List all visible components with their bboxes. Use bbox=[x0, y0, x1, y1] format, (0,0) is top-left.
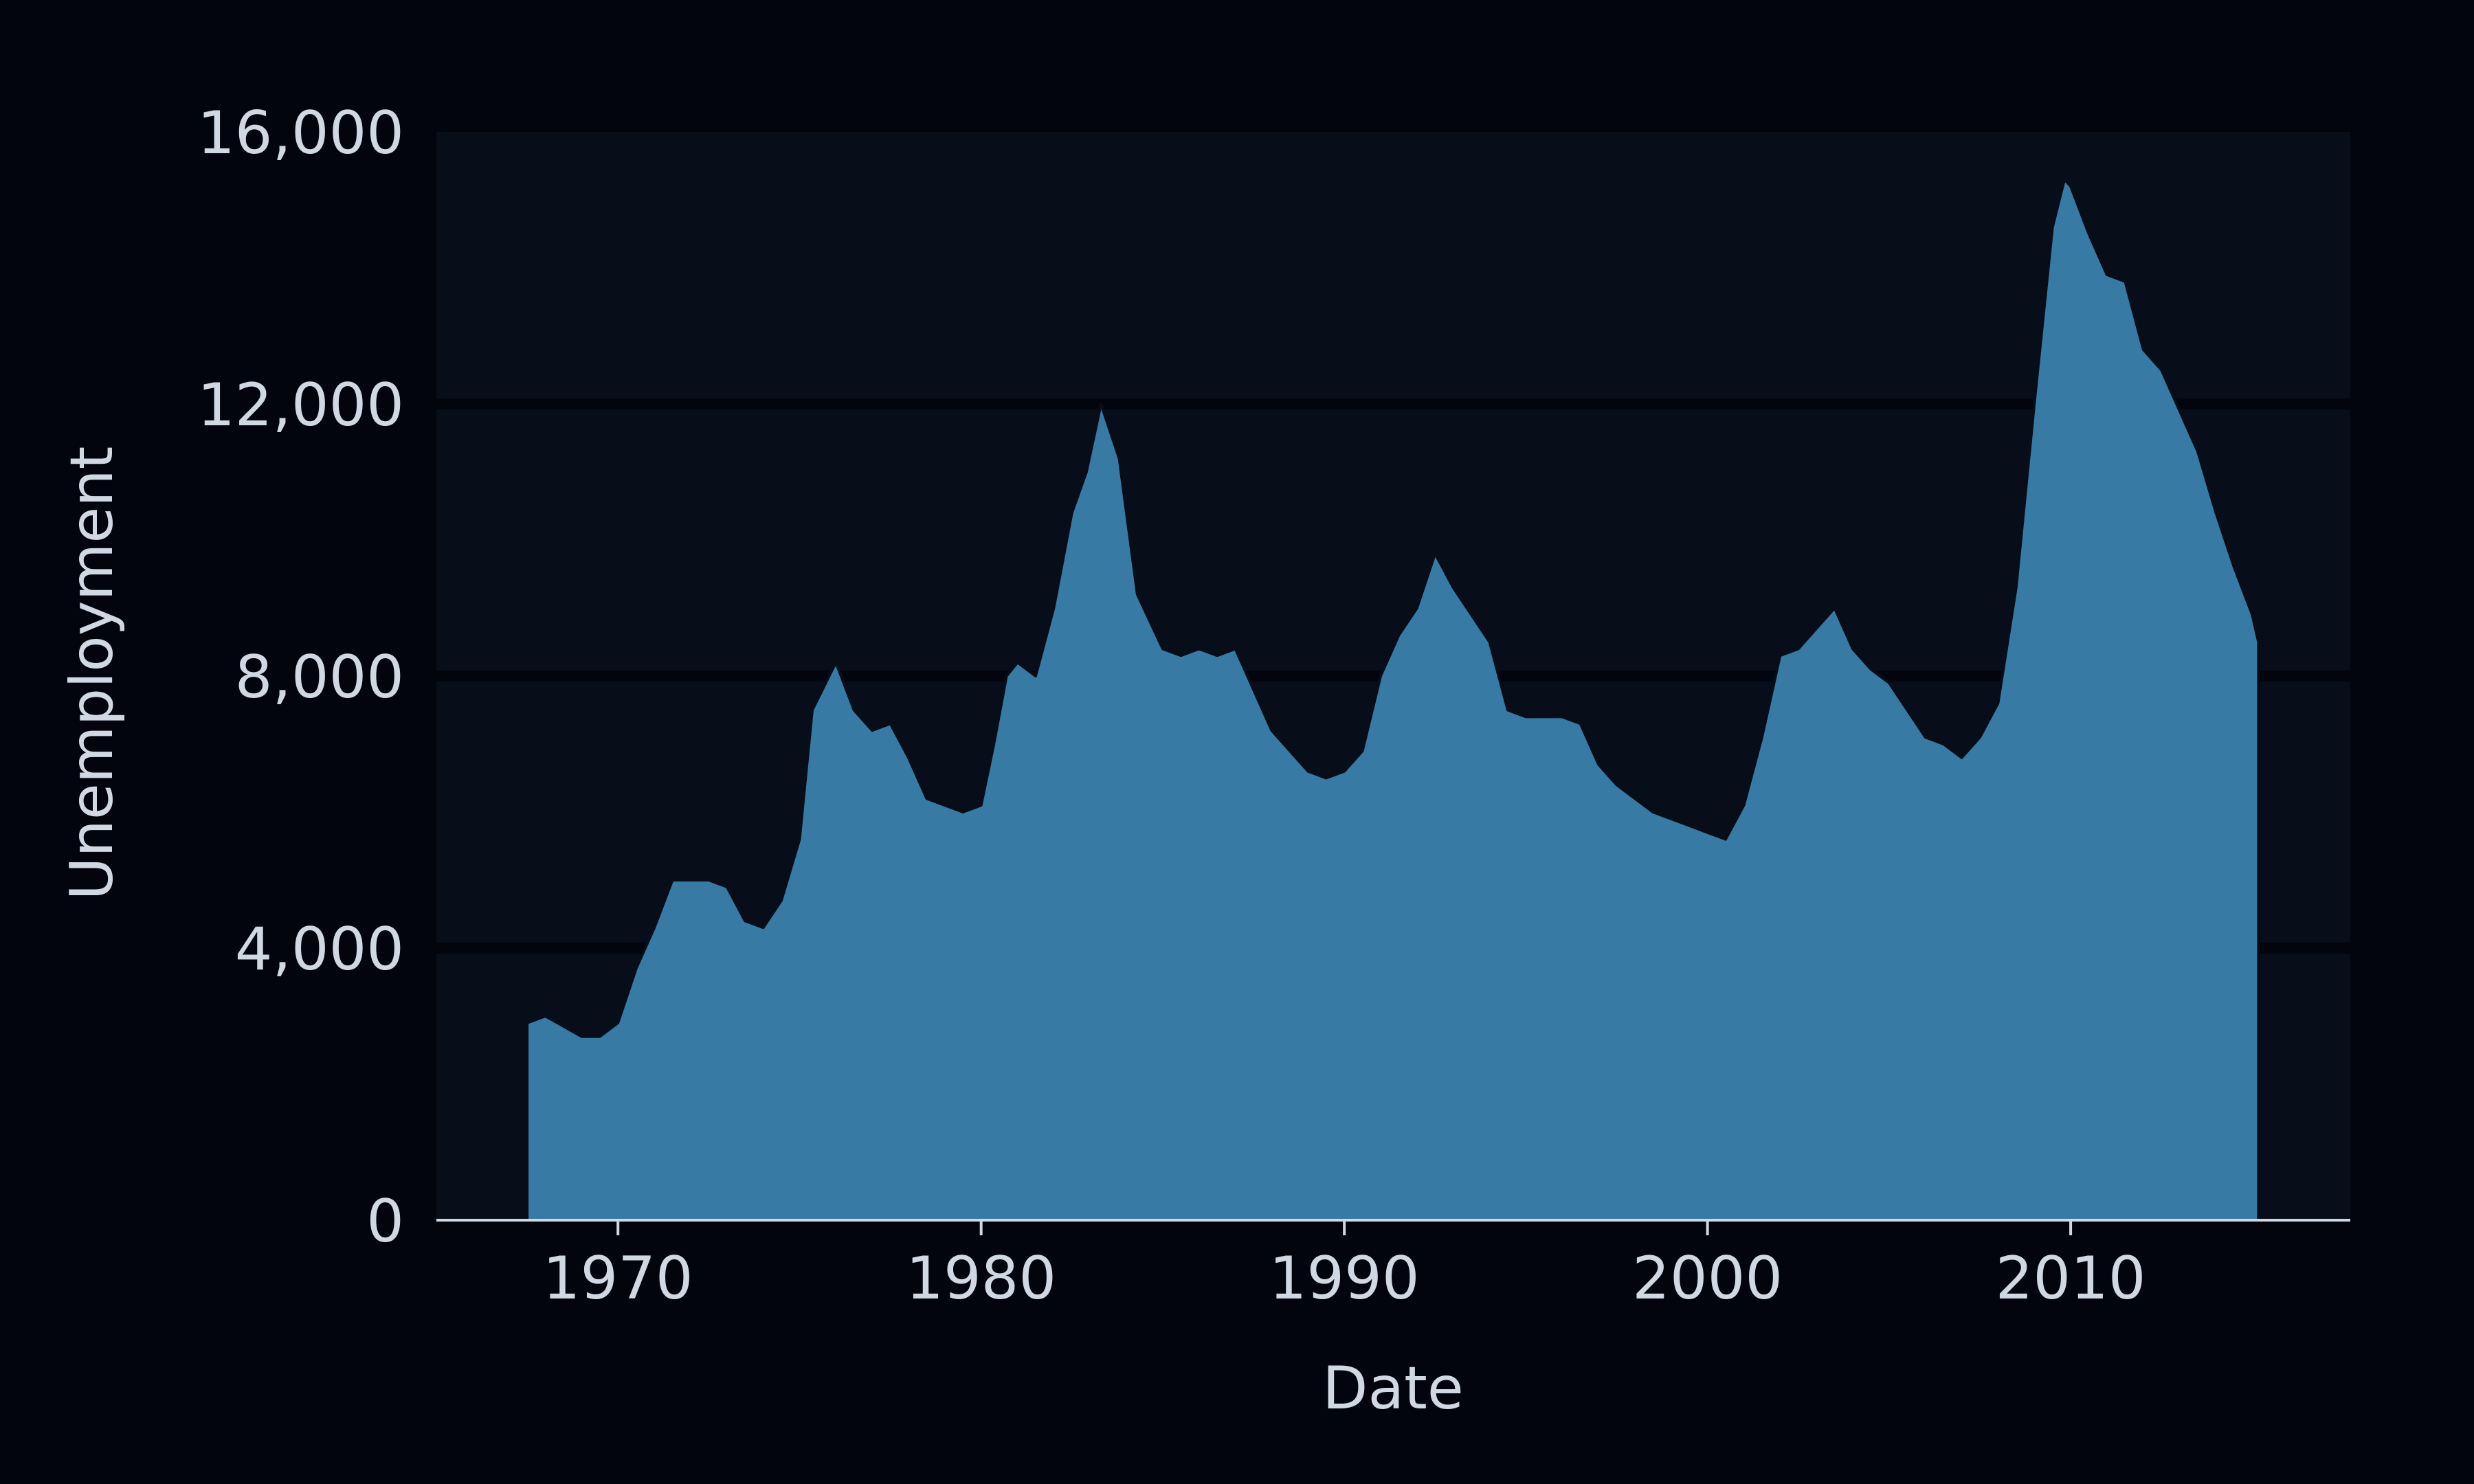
y-axis-ticks: 0 4,000 8,000 12,000 16,000 bbox=[197, 99, 404, 1256]
x-axis-ticks: 1970 1980 1990 2000 2010 bbox=[543, 1220, 2146, 1313]
y-axis-title: Unemployment bbox=[58, 446, 126, 900]
y-tick-label: 0 bbox=[366, 1187, 404, 1256]
x-tick-label: 2000 bbox=[1632, 1244, 1783, 1313]
x-tick-label: 1980 bbox=[906, 1244, 1056, 1313]
y-tick-label: 8,000 bbox=[235, 643, 404, 712]
y-tick-label: 16,000 bbox=[197, 99, 404, 168]
y-tick-label: 12,000 bbox=[197, 371, 404, 440]
x-axis-title: Date bbox=[1322, 1354, 1464, 1423]
x-tick-label: 2010 bbox=[1996, 1244, 2146, 1313]
unemployment-area bbox=[526, 178, 2260, 1222]
x-tick-label: 1970 bbox=[543, 1244, 693, 1313]
x-tick-label: 1990 bbox=[1269, 1244, 1420, 1313]
y-tick-label: 4,000 bbox=[235, 915, 404, 984]
